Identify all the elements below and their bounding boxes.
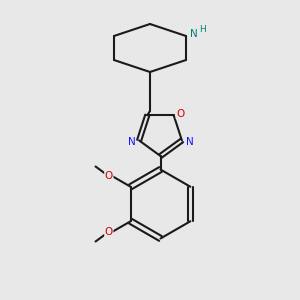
Text: N: N xyxy=(185,137,193,147)
Text: O: O xyxy=(176,109,184,119)
Text: O: O xyxy=(105,227,113,237)
Text: N: N xyxy=(128,137,136,147)
Text: H: H xyxy=(199,25,206,34)
Text: O: O xyxy=(105,171,113,181)
Text: N: N xyxy=(190,28,197,39)
